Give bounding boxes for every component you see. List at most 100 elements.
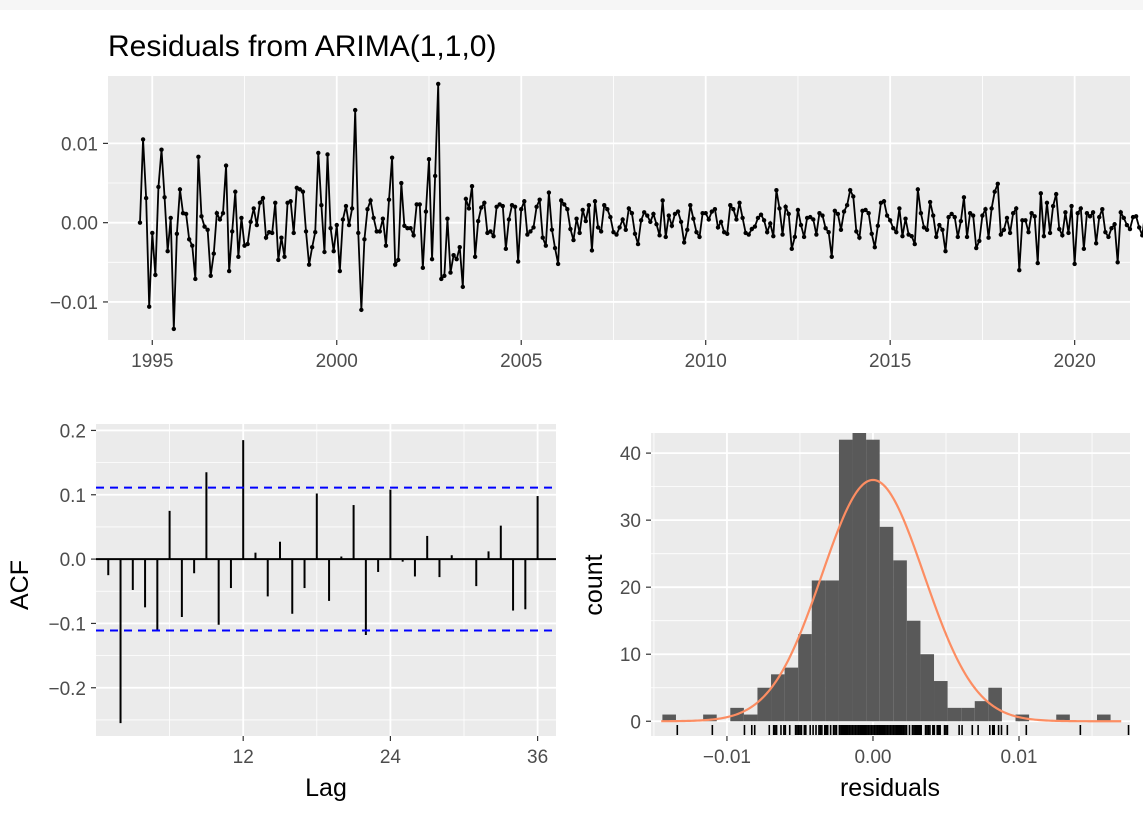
residual-point	[1026, 229, 1031, 235]
histogram-bar	[757, 687, 772, 722]
residual-point	[614, 232, 619, 237]
residual-point	[1103, 229, 1108, 235]
residual-point	[783, 204, 788, 210]
residual-point	[574, 216, 579, 221]
residual-point	[537, 197, 542, 202]
residual-point	[140, 137, 146, 142]
residual-point	[811, 217, 816, 222]
residual-point	[915, 187, 921, 192]
residual-point	[1057, 226, 1062, 232]
residual-point	[534, 204, 539, 210]
residual-point	[380, 216, 386, 221]
residual-point	[589, 248, 595, 253]
residual-point	[494, 204, 499, 210]
histogram-bar	[1097, 714, 1111, 722]
residual-point	[1109, 226, 1114, 231]
residual-point	[1133, 214, 1139, 219]
x-tick-label: 36	[527, 747, 548, 768]
acf-plot: Lag ACF 12 24 36 −0.2 −0.1 0.0 0.1 0.2	[6, 421, 556, 802]
residual-point	[565, 206, 570, 212]
residual-point	[700, 210, 705, 216]
residual-point	[143, 195, 149, 201]
residual-point	[749, 226, 755, 232]
residual-point	[429, 256, 435, 262]
residual-point	[472, 254, 478, 259]
residual-point	[571, 237, 576, 243]
residual-point	[1124, 222, 1130, 228]
residual-point	[211, 251, 216, 256]
residual-point	[694, 229, 699, 235]
residual-point	[648, 219, 653, 225]
residual-point	[1050, 203, 1056, 209]
acf-x-axis-title: Lag	[305, 774, 347, 802]
residual-point	[279, 235, 284, 240]
residual-point	[958, 218, 964, 224]
residual-point	[1032, 214, 1037, 219]
residual-point	[522, 199, 527, 204]
residual-point	[651, 211, 656, 217]
residual-point	[322, 249, 327, 255]
residual-point	[955, 234, 960, 240]
histogram-bar	[906, 620, 921, 722]
residual-point	[466, 206, 472, 211]
residual-point	[549, 227, 555, 232]
histogram-bar	[879, 526, 894, 722]
residual-point	[260, 195, 266, 201]
residual-point	[894, 229, 899, 235]
residual-point	[964, 234, 970, 240]
residual-point	[777, 206, 782, 211]
density-curve	[661, 478, 1122, 723]
residual-point	[1100, 206, 1105, 212]
residual-point	[986, 235, 991, 240]
hist-x-axis-title: residuals	[840, 774, 940, 802]
residual-point	[851, 194, 856, 199]
residual-point	[1014, 206, 1019, 211]
residual-point	[734, 217, 739, 222]
residual-point	[392, 262, 398, 267]
residual-point	[303, 229, 309, 234]
residual-point	[313, 229, 318, 235]
residual-point	[771, 233, 776, 239]
residual-point	[208, 273, 213, 278]
residual-point	[558, 198, 564, 203]
residual-point	[598, 229, 604, 234]
residual-point	[808, 214, 813, 220]
residual-point	[226, 268, 232, 274]
histogram-bar	[947, 707, 962, 722]
residual-point	[663, 234, 668, 240]
residual-point	[881, 199, 887, 204]
residual-point	[445, 216, 450, 221]
histogram-bar	[811, 580, 826, 722]
residual-point	[706, 217, 711, 222]
residual-point	[368, 198, 373, 203]
residual-point	[1078, 206, 1083, 211]
residual-point	[436, 81, 441, 87]
residual-point	[1075, 210, 1080, 216]
residual-point	[263, 235, 269, 240]
residual-point	[992, 189, 997, 194]
x-tick-label: 12	[233, 747, 254, 768]
y-tick-label: 30	[620, 511, 641, 532]
residual-point	[340, 217, 346, 222]
residual-point	[1097, 214, 1102, 220]
residual-point	[967, 210, 973, 216]
residual-point	[396, 257, 401, 263]
residual-point	[946, 214, 951, 220]
residual-point	[820, 213, 825, 218]
residual-point	[623, 227, 628, 232]
x-tick-label: 1995	[131, 351, 173, 372]
histogram-bar	[988, 687, 1002, 722]
residual-point	[678, 219, 684, 225]
histogram-bar	[866, 439, 880, 722]
plot-title: Residuals from ARIMA(1,1,0)	[108, 30, 496, 63]
residual-point	[568, 226, 573, 232]
residual-point	[519, 206, 524, 212]
residual-point	[826, 229, 831, 235]
residual-point	[193, 276, 198, 282]
acf-y-axis-title: ACF	[6, 560, 34, 610]
y-tick-label: −0.1	[48, 614, 86, 635]
residual-point	[365, 206, 370, 212]
residual-point	[1044, 200, 1050, 206]
residual-point	[337, 268, 343, 274]
residual-point	[841, 209, 847, 214]
